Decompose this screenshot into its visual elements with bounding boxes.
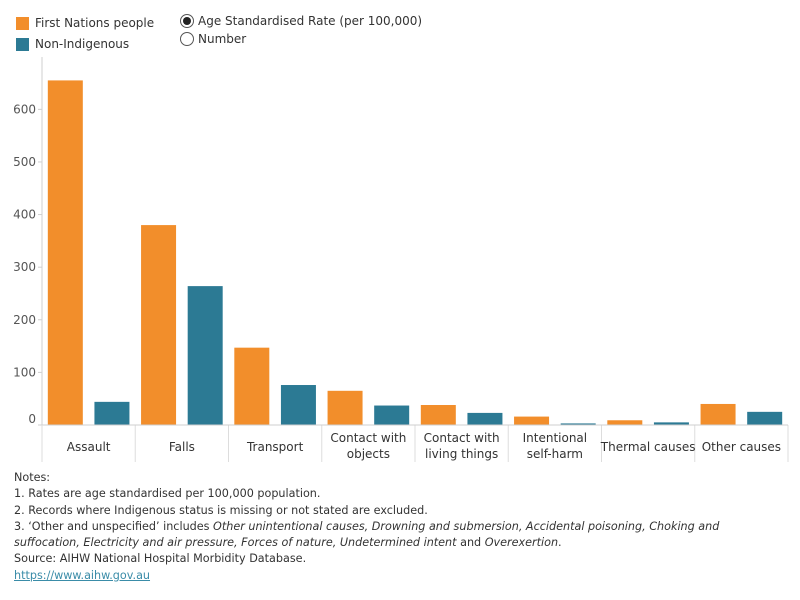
x-category-label: Contact with (424, 431, 500, 445)
note-2: 2. Records where Indigenous status is mi… (14, 503, 428, 517)
x-category-label: Other causes (702, 440, 781, 454)
radio-label-number: Number (198, 32, 247, 46)
bar-first-nations (141, 225, 177, 425)
legend-item-non-indigenous[interactable]: Non-Indigenous (16, 34, 154, 54)
bar-chart: 0 100 200 300 400 500 600 Assault Falls Transport… (13, 57, 789, 462)
note-3-causes-1: Other unintentional causes, Drowning and… (213, 519, 720, 533)
note-3-causes-3: Overexertion (484, 536, 559, 550)
bar-non-indigenous (187, 286, 223, 425)
bar-first-nations (607, 420, 643, 425)
y-tick-label: 200 (13, 313, 36, 327)
notes-heading: Notes: (14, 471, 51, 484)
radio-option-rate[interactable]: Age Standardised Rate (per 100,000) (180, 12, 422, 30)
aihw-link[interactable]: https://www.aihw.gov.au (14, 568, 151, 582)
note-3-continued: suffocation, Electricity and air pressur… (14, 535, 794, 551)
y-tick-label: 600 (13, 102, 36, 116)
bar-non-indigenous (280, 385, 316, 425)
radio-unselected-icon[interactable] (180, 32, 194, 46)
x-category-label: Intentional (523, 431, 588, 445)
bar-non-indigenous (374, 405, 410, 425)
legend: First Nations people Non-Indigenous (16, 13, 154, 54)
x-category-label: Contact with (330, 431, 406, 445)
x-category-label: self-harm (527, 447, 583, 461)
radio-option-number[interactable]: Number (180, 30, 422, 48)
y-tick-label: 100 (13, 365, 36, 379)
x-category-label: Thermal causes (600, 440, 696, 454)
x-category-label: Falls (169, 440, 195, 454)
legend-item-first-nations[interactable]: First Nations people (16, 13, 154, 33)
note-3-and: and (456, 536, 485, 550)
x-category-label: objects (347, 447, 390, 461)
legend-label-non-indigenous: Non-Indigenous (35, 37, 130, 51)
x-category-label: Transport (246, 440, 304, 454)
note-3: 3. ‘Other and unspecified’ includes Othe… (14, 519, 794, 535)
legend-swatch-first-nations (16, 16, 29, 30)
notes-section: Notes: 1. Rates are age standardised per… (14, 470, 794, 584)
y-tick-label: 500 (13, 155, 36, 169)
note-3-end: . (558, 536, 562, 550)
bar-non-indigenous (653, 422, 689, 425)
bar-non-indigenous (94, 401, 130, 425)
y-tick-label: 300 (13, 260, 36, 274)
source-text: Source: AIHW National Hospital Morbidity… (14, 552, 307, 566)
x-category-label: Assault (67, 440, 111, 454)
bar-first-nations (327, 390, 363, 425)
bar-first-nations (700, 403, 736, 425)
note-3-prefix: 3. ‘Other and unspecified’ includes (14, 519, 214, 533)
note-1: 1. Rates are age standardised per 100,00… (14, 487, 321, 501)
radio-label-rate: Age Standardised Rate (per 100,000) (198, 14, 423, 28)
radio-selected-icon[interactable] (180, 14, 194, 28)
bar-first-nations (514, 416, 550, 425)
bar-non-indigenous (467, 412, 503, 425)
note-3-causes-2: suffocation, Electricity and air pressur… (14, 536, 457, 550)
bar-first-nations (420, 405, 456, 425)
bar-non-indigenous (747, 411, 783, 425)
bar-first-nations (47, 80, 83, 426)
measure-selector: Age Standardised Rate (per 100,000) Numb… (180, 12, 422, 48)
bar-non-indigenous (560, 423, 596, 425)
legend-swatch-non-indigenous (16, 37, 29, 51)
y-tick-label: 0 (28, 412, 36, 426)
legend-label-first-nations: First Nations people (35, 16, 155, 30)
bar-first-nations (234, 347, 270, 425)
y-tick-label: 400 (13, 208, 36, 222)
x-category-label: living things (425, 447, 498, 461)
